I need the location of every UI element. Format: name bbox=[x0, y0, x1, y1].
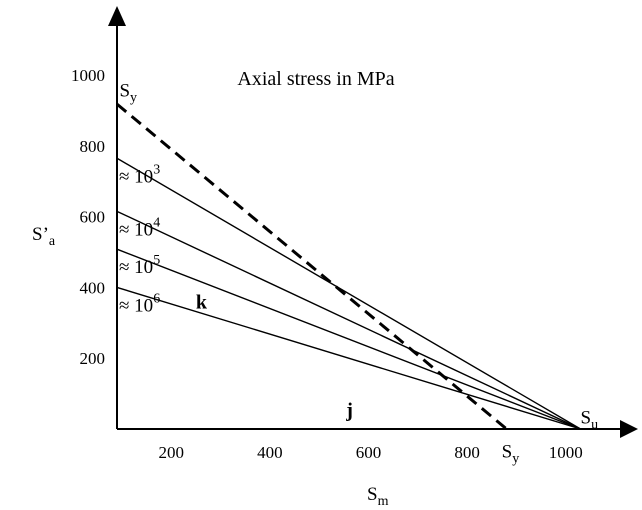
annotation-Sy-0: Sy bbox=[119, 80, 137, 105]
y-tick-label: 1000 bbox=[71, 66, 105, 85]
annotation-Sy-2: Sy bbox=[502, 441, 520, 466]
lines bbox=[116, 102, 581, 431]
annotation-k: k bbox=[196, 292, 208, 314]
y-tick-label: 600 bbox=[80, 208, 106, 227]
x-axis-arrow bbox=[620, 420, 638, 438]
y-tick-label: 200 bbox=[80, 349, 106, 368]
y-tick-label: 800 bbox=[80, 137, 106, 156]
life-line-2 bbox=[116, 210, 581, 430]
axes bbox=[108, 6, 638, 438]
annotation-j: j bbox=[345, 400, 353, 422]
y-axis-label: S’a bbox=[32, 224, 56, 249]
life-line-3 bbox=[116, 248, 581, 430]
y-tick-label: 400 bbox=[80, 278, 106, 297]
curve-label-6: ≈ 106 bbox=[119, 291, 160, 316]
curve-label-4: ≈ 104 bbox=[119, 215, 160, 240]
annotation-Su-1: Su bbox=[581, 408, 599, 433]
life-line-4 bbox=[116, 286, 581, 430]
tick-labels: 200 400 600 800 1000 200 400 600 800 1000 bbox=[71, 66, 583, 462]
curve-label-5: ≈ 105 bbox=[119, 253, 160, 278]
x-tick-label: 600 bbox=[356, 443, 382, 462]
x-tick-label: 200 bbox=[158, 443, 184, 462]
x-tick-label: 800 bbox=[454, 443, 480, 462]
x-tick-label: 1000 bbox=[549, 443, 583, 462]
yield-line bbox=[116, 102, 508, 431]
curve-label-3: ≈ 103 bbox=[119, 162, 160, 187]
life-line-1 bbox=[116, 157, 581, 430]
chart-title: Axial stress in MPa bbox=[237, 68, 394, 90]
x-tick-label: 400 bbox=[257, 443, 283, 462]
labels: Axial stress in MPa ≈ 103 ≈ 104 ≈ 105 ≈ 106 S… bbox=[32, 68, 598, 509]
y-axis-arrow bbox=[108, 6, 126, 26]
x-axis-label: Sm bbox=[367, 484, 389, 509]
